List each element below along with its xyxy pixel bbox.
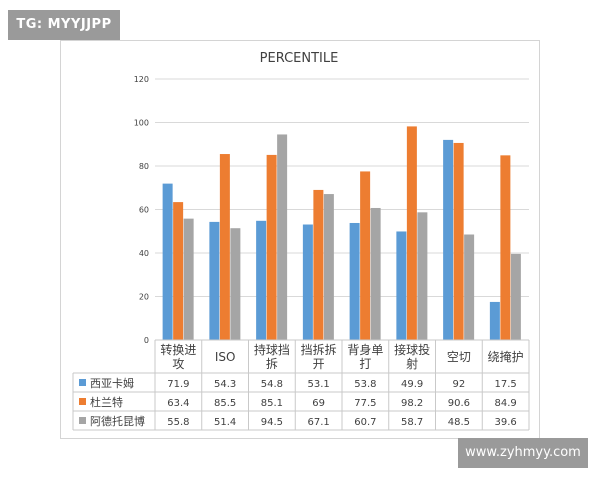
- x-category-label: 攻: [172, 357, 184, 371]
- data-table-value: 84.9: [494, 398, 516, 409]
- data-table-value: 90.6: [448, 398, 470, 409]
- bar-2-2: [277, 134, 288, 340]
- y-tick-label: 100: [134, 119, 149, 128]
- bar-0-6: [443, 139, 454, 340]
- bar-0-7: [489, 301, 500, 340]
- bar-2-0: [183, 218, 194, 340]
- y-tick-label: 20: [139, 293, 149, 302]
- data-table-value: 67.1: [307, 417, 329, 428]
- bar-1-1: [219, 154, 230, 340]
- data-table-value: 17.5: [494, 379, 516, 390]
- bar-1-2: [266, 154, 277, 340]
- bar-0-0: [162, 183, 173, 340]
- data-table-value: 39.6: [494, 417, 516, 428]
- data-table-value: 69: [312, 398, 325, 409]
- x-category-label: 转换进: [160, 342, 196, 357]
- data-table-value: 94.5: [261, 417, 283, 428]
- bar-0-4: [349, 222, 360, 340]
- bar-0-1: [209, 221, 220, 340]
- data-table-value: 53.8: [354, 379, 376, 390]
- bar-0-5: [396, 231, 407, 340]
- data-table-value: 54.8: [261, 379, 283, 390]
- x-category-label: 开: [313, 357, 325, 371]
- data-table-value: 53.1: [307, 379, 329, 390]
- data-table-value: 98.2: [401, 398, 423, 409]
- data-table-value: 54.3: [214, 379, 236, 390]
- x-category-label: 打: [359, 357, 371, 371]
- bar-1-4: [360, 171, 371, 340]
- data-table-value: 60.7: [354, 417, 376, 428]
- chart-title: PERCENTILE: [260, 51, 339, 66]
- x-category-label: 挡拆拆: [301, 342, 337, 357]
- y-tick-label: 60: [139, 206, 149, 215]
- x-category-label: 持球挡: [254, 342, 290, 357]
- bar-2-7: [510, 253, 521, 340]
- x-category-label: 空切: [447, 350, 471, 364]
- x-category-label: 绕掩护: [488, 350, 524, 364]
- data-table-value: 77.5: [354, 398, 376, 409]
- y-tick-label: 0: [144, 336, 149, 345]
- watermark-top-label: TG: MYYJJPP: [8, 10, 120, 40]
- data-table-value: 48.5: [448, 417, 470, 428]
- legend-label: 阿德托昆博: [90, 414, 145, 428]
- data-table-value: 55.8: [167, 417, 189, 428]
- bar-0-3: [302, 224, 313, 340]
- bar-2-4: [370, 207, 381, 340]
- x-category-label: 接球投: [394, 342, 430, 357]
- bar-1-5: [406, 126, 417, 340]
- y-tick-label: 120: [134, 75, 149, 84]
- bar-2-5: [417, 212, 428, 340]
- legend-label: 西亚卡姆: [90, 376, 134, 390]
- legend-swatch: [79, 417, 86, 424]
- x-category-label: 射: [406, 356, 418, 371]
- x-category-label: 背身单: [347, 342, 383, 357]
- data-table-value: 58.7: [401, 417, 423, 428]
- x-category-label: ISO: [215, 350, 236, 364]
- bar-0-2: [256, 220, 267, 340]
- chart-frame: PERCENTILE 0 20 40 60 80 100 120 转换进攻 ISO 持球挡拆 挡拆拆开…: [60, 40, 540, 439]
- watermark-bottom-label: www.zyhmyy.com: [458, 438, 588, 468]
- bar-2-6: [464, 234, 475, 340]
- data-table-value: 92: [453, 379, 466, 390]
- bar-1-6: [453, 142, 464, 340]
- x-category-label: 拆: [266, 356, 278, 371]
- y-tick-label: 40: [139, 249, 149, 258]
- legend-swatch: [79, 398, 86, 405]
- legend-label: 杜兰特: [90, 395, 123, 409]
- bar-1-0: [173, 202, 184, 340]
- data-table-value: 71.9: [167, 379, 189, 390]
- bar-1-7: [500, 155, 511, 340]
- bar-2-3: [323, 194, 334, 340]
- data-table-value: 51.4: [214, 417, 236, 428]
- bar-1-3: [313, 189, 324, 340]
- legend-swatch: [79, 379, 86, 386]
- bar-2-1: [230, 228, 241, 340]
- y-tick-label: 80: [139, 162, 149, 171]
- data-table-value: 85.1: [261, 398, 283, 409]
- data-table-value: 85.5: [214, 398, 236, 409]
- data-table-value: 49.9: [401, 379, 423, 390]
- data-table-value: 63.4: [167, 398, 189, 409]
